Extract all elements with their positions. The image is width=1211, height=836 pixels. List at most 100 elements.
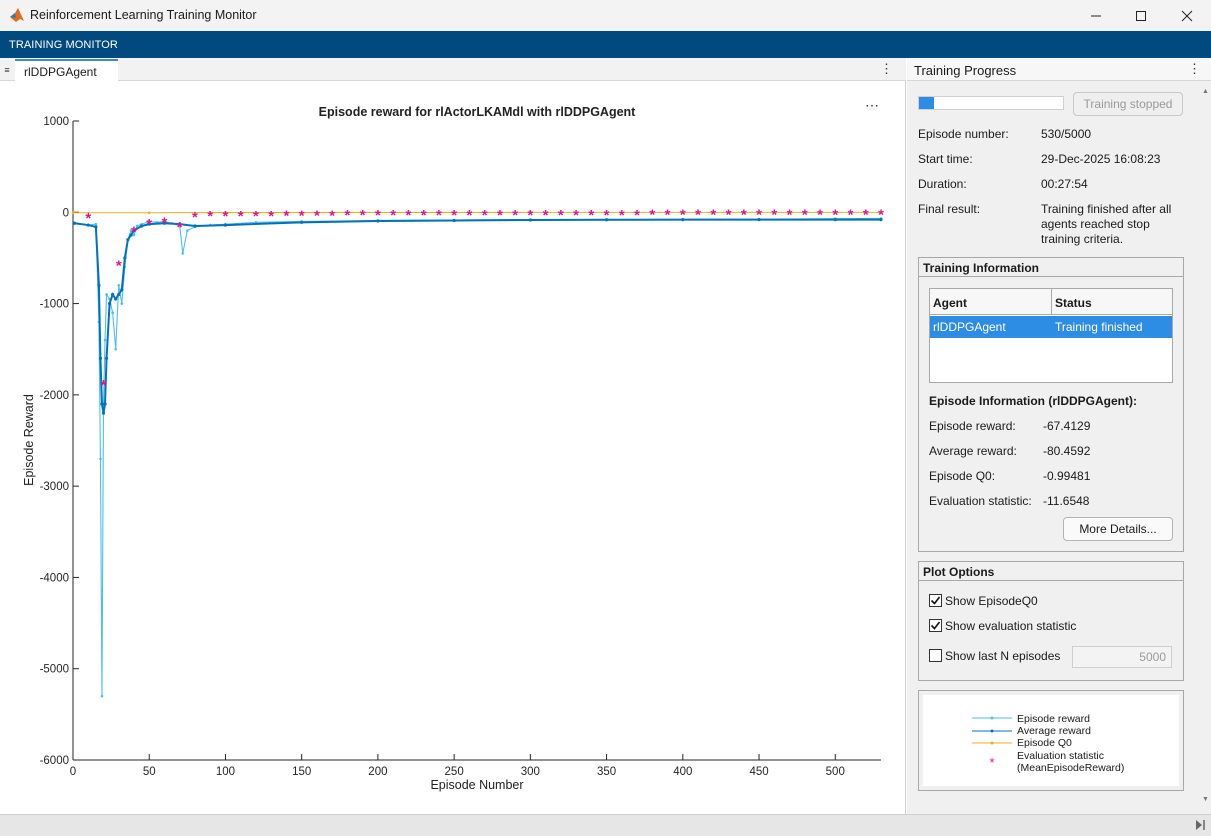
evaluation-marker: * [466,207,472,224]
final-result-line-1: Training finished after all [1041,202,1172,216]
maximize-button[interactable] [1118,0,1164,31]
episode-number-value: 530/5000 [1041,127,1092,141]
y-tick-label: -6000 [40,755,69,767]
episode-q0-point [681,211,685,214]
evaluation-marker: * [573,207,579,224]
average-reward-point [111,292,115,297]
legend-item-evaluation-marker[interactable]: * [989,755,994,770]
show-q0-checkbox[interactable] [929,594,942,607]
more-details-button[interactable]: More Details... [1063,517,1173,541]
last-n-episodes-input[interactable]: 5000 [1072,646,1172,668]
document-options-icon[interactable]: ⋮ [880,61,893,76]
axes: 0 50 100 150 200 250 300 350 400 450 500 1000 0 -1000… [40,116,881,778]
close-button[interactable] [1164,0,1210,31]
evaluation-marker: * [848,207,854,224]
average-reward-point [681,217,685,222]
evaluation-marker: * [680,207,686,224]
table-row[interactable]: rlDDPGAgent Training finished [930,316,1172,338]
show-last-n-label[interactable]: Show last N episodes [945,649,1061,663]
episode-reward-point [117,284,121,287]
reward-chart[interactable]: Episode reward for rlActorLKAMdl with rl… [0,81,906,814]
average-reward-point [833,217,837,222]
collapse-panel-icon[interactable] [1194,819,1206,831]
evaluation-marker: * [878,206,884,223]
average-reward-point [162,221,167,225]
evaluation-marker: * [360,207,366,224]
document-tab-bar: ≡ rlDDPGAgent ⋮ [0,58,906,81]
document-tab[interactable]: rlDDPGAgent [15,59,118,81]
status-column-header[interactable]: Status [1055,296,1092,310]
show-last-n-checkbox[interactable] [929,649,942,662]
evaluation-marker: * [695,207,701,224]
column-divider [1051,289,1052,314]
duration-value: 00:27:54 [1041,177,1088,191]
evaluation-marker: * [497,207,503,224]
close-icon [1181,10,1193,21]
show-q0-label[interactable]: Show EpisodeQ0 [945,594,1038,608]
scroll-up-icon[interactable]: ▲ [1202,88,1209,95]
evaluation-marker: * [344,207,350,224]
episode-q0-point [529,211,532,214]
final-result-line-3: training criteria. [1041,232,1124,246]
agent-table: Agent Status rlDDPGAgent Training finish… [929,288,1173,383]
legend-graphics: * [972,716,1012,770]
legend-item-episode-reward[interactable] [972,716,1012,720]
document-tab-label: rlDDPGAgent [24,65,97,79]
plot-options-title: Plot Options [919,562,1183,581]
training-information-group: Training Information Agent Status rlDDPG… [918,257,1184,552]
evaluation-marker: * [85,210,91,227]
plot-document-panel: ≡ rlDDPGAgent ⋮ Episode reward for rlAct… [0,58,906,814]
scroll-down-icon[interactable]: ▼ [1202,796,1209,803]
agent-column-header[interactable]: Agent [933,296,967,310]
evaluation-marker: * [421,207,427,224]
panel-grip-icon[interactable]: ≡ [4,65,10,75]
checkmark-icon [930,596,941,605]
evaluation-marker: * [741,207,747,224]
show-evaluation-label[interactable]: Show evaluation statistic [945,619,1077,633]
x-tick-label: 300 [521,766,540,778]
evaluation-marker: * [451,207,457,224]
legend-item-average-reward[interactable] [972,729,1012,733]
series-layer: * * * * * * * * * * * * * * * * * * * * * * * * * * * * * * * * * * * * * * * *… [71,206,884,698]
stop-training-button[interactable]: Training stopped [1073,92,1183,116]
x-tick-label: 200 [368,766,387,778]
x-tick-label: 150 [292,766,311,778]
average-reward-point [132,228,136,233]
evaluation-marker: * [863,207,869,224]
evaluation-marker: * [604,207,610,224]
average-reward-point [178,222,182,226]
evaluation-marker: * [375,207,381,224]
average-reward-point [879,217,883,222]
show-evaluation-checkbox[interactable] [929,619,942,632]
average-reward-point [97,283,101,287]
x-axis-label: Episode Number [430,778,523,792]
chart-title: Episode reward for rlActorLKAMdl with rl… [319,105,637,119]
start-time-value: 29-Dec-2025 16:08:23 [1041,152,1161,166]
episode-reward-point [129,229,133,232]
y-tick-label: -3000 [40,481,69,493]
axes-toolbar-icon[interactable]: ⋯ [865,97,879,113]
panel-options-icon[interactable]: ⋮ [1188,61,1201,76]
average-reward-point [123,256,127,260]
evaluation-marker: * [405,207,411,224]
legend-item-episode-q0[interactable] [972,741,1012,745]
minimize-button[interactable] [1073,0,1119,31]
x-tick-label: 100 [216,766,235,778]
episode-reward-point [114,347,117,351]
evaluation-marker: * [390,207,396,224]
episode-q0-value: -0.99481 [1043,469,1091,483]
right-panel-scrollbar[interactable]: ▲ ▼ [1200,82,1211,814]
average-reward-point [117,292,121,297]
episode-q0-point [376,211,380,214]
legend-label-mean-episode-reward: (MeanEpisodeReward) [1017,762,1125,774]
evaluation-marker: * [527,207,533,224]
average-reward-point [376,219,380,223]
toolstrip-tab-training-monitor[interactable]: TRAINING MONITOR [9,39,118,51]
average-reward-label: Average reward: [929,444,1017,458]
average-reward-point [129,233,133,237]
legend-box: * Episode reward Average reward Episode … [918,690,1184,791]
evaluation-marker: * [299,208,305,225]
episode-q0-point [147,211,151,215]
evaluation-marker: * [131,224,137,241]
last-n-episodes-value: 5000 [1139,650,1166,664]
